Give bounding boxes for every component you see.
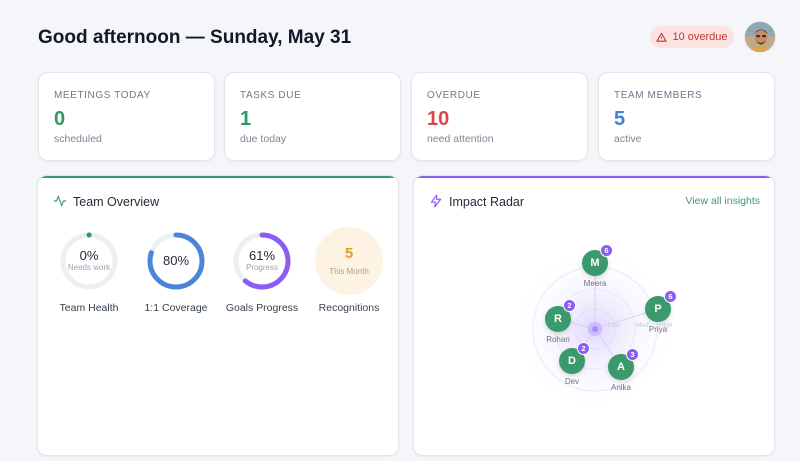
- node-initial: M: [590, 257, 600, 269]
- user-avatar[interactable]: [744, 21, 776, 53]
- stat-card-overdue[interactable]: OVERDUE 10 need attention: [411, 72, 588, 161]
- radar-ring-label: Med: [636, 322, 649, 329]
- stat-card-tasks[interactable]: TASKS DUE 1 due today: [224, 72, 401, 161]
- warning-icon: [656, 32, 668, 42]
- metric-label: Recognitions: [318, 302, 380, 314]
- node-initial: A: [617, 361, 625, 373]
- metric-recognitions[interactable]: 5 This Month Recognitions: [304, 227, 394, 314]
- metric-coverage[interactable]: 80% 1:1 Coverage: [131, 231, 221, 314]
- metric-sub: Progress: [245, 263, 278, 272]
- node-name: Meera: [583, 279, 607, 288]
- stat-value: 5: [614, 108, 626, 130]
- stat-label: OVERDUE: [427, 90, 481, 101]
- node-initial: D: [568, 355, 576, 367]
- metric-value: 80%: [162, 253, 190, 268]
- stat-value: 10: [427, 108, 450, 130]
- recognitions-circle: 5 This Month: [315, 227, 383, 295]
- node-count-badge: 6: [664, 290, 677, 303]
- metric-label: Team Health: [59, 302, 119, 314]
- stat-sub: active: [614, 133, 642, 145]
- recognitions-sub: This Month: [329, 267, 369, 276]
- stat-card-meetings[interactable]: MEETINGS TODAY 0 scheduled: [38, 72, 215, 161]
- greeting-title: Good afternoon — Sunday, May 31: [38, 27, 352, 48]
- node-initial: R: [554, 313, 562, 325]
- team-overview-panel: Team Overview 0% Needs work Team Health …: [37, 175, 399, 456]
- node-initial: P: [654, 303, 662, 315]
- node-count-badge: 3: [626, 348, 639, 361]
- node-name: Anika: [610, 383, 631, 392]
- panel-title: Impact Radar: [449, 195, 525, 209]
- metric-label: Goals Progress: [225, 302, 299, 314]
- overdue-badge-label: 10 overdue: [672, 31, 728, 43]
- stat-label: TASKS DUE: [240, 90, 302, 101]
- metric-team-health[interactable]: 0% Needs work Team Health: [44, 231, 134, 314]
- node-count-badge: 2: [563, 299, 576, 312]
- view-all-insights-link[interactable]: View all insights: [685, 195, 760, 207]
- stat-sub: due today: [240, 133, 287, 145]
- panel-title: Team Overview: [73, 195, 160, 209]
- avatar-image: [745, 22, 775, 52]
- node-count-badge: 2: [577, 342, 590, 355]
- page-header: Good afternoon — Sunday, May 31 10 overd…: [0, 0, 800, 70]
- metric-goals-progress[interactable]: 61% Progress Goals Progress: [217, 231, 307, 314]
- stat-value: 1: [240, 108, 252, 130]
- metric-value: 61%: [248, 248, 276, 263]
- impact-radar-panel: Impact Radar View all insights Low Med H…: [413, 175, 775, 456]
- stat-sub: scheduled: [54, 133, 102, 145]
- stat-label: TEAM MEMBERS: [614, 90, 703, 101]
- progress-ring: [233, 232, 291, 290]
- recognitions-value: 5: [344, 245, 354, 262]
- overdue-badge[interactable]: 10 overdue: [650, 26, 734, 48]
- metric-label: 1:1 Coverage: [144, 302, 208, 314]
- node-name: Priya: [648, 325, 668, 334]
- metric-sub: Needs work: [67, 263, 111, 272]
- node-count-badge: 6: [600, 244, 613, 257]
- progress-ring: [147, 232, 205, 290]
- progress-ring: [60, 232, 118, 290]
- radar-center-dot: [592, 326, 598, 332]
- radar-chart: [517, 251, 673, 407]
- stat-sub: need attention: [427, 133, 494, 145]
- stat-label: MEETINGS TODAY: [54, 90, 151, 101]
- activity-icon: [53, 195, 67, 207]
- metric-value: 0%: [79, 248, 99, 263]
- panel-accent-line: [38, 176, 398, 178]
- lightning-icon: [430, 194, 442, 208]
- panel-accent-line: [414, 176, 774, 178]
- radar-ring-label: High: [659, 322, 673, 329]
- stat-card-team-members[interactable]: TEAM MEMBERS 5 active: [598, 72, 775, 161]
- radar-ring-label: Low: [608, 322, 620, 329]
- node-name: Dev: [564, 377, 580, 386]
- stat-value: 0: [54, 108, 66, 130]
- node-name: Rohan: [546, 335, 570, 344]
